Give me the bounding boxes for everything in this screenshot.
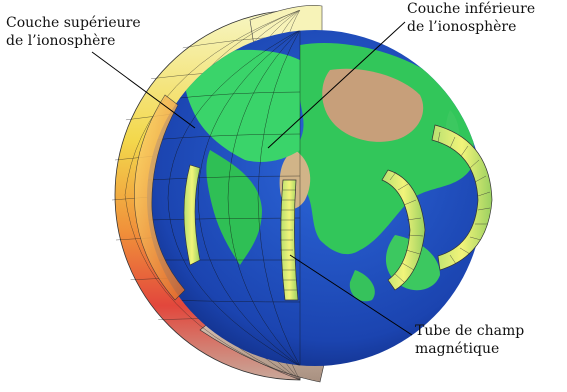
flux-tube-center: [280, 179, 299, 301]
lower-layer-label-line2: de l’ionosphère: [407, 19, 517, 35]
earth-globe: [147, 30, 483, 366]
flux-tube-outer: [431, 124, 493, 271]
lower-layer-label-line1: Couche inférieure: [407, 1, 536, 17]
leader-lower-layer: [267, 21, 406, 149]
upper-layer-label-line1: Couche supérieure: [6, 15, 141, 31]
leader-flux-tube: [289, 254, 413, 336]
flux-tube-left: [183, 164, 201, 266]
upper-layer-label: Couche supérieure de l’ionosphère: [6, 14, 141, 50]
flux-tube-label-line1: Tube de champ: [415, 323, 525, 339]
lower-layer-label: Couche inférieure de l’ionosphère: [407, 0, 535, 36]
flux-tube-right: [381, 169, 426, 291]
flux-tube-label: Tube de champ magnétique: [415, 322, 524, 358]
leader-lines: [91, 21, 413, 336]
upper-layer-label-line2: de l’ionosphère: [6, 33, 116, 49]
leader-upper-layer: [91, 51, 196, 129]
lower-ionosphere-shell: [134, 94, 186, 301]
flux-tubes: [183, 124, 493, 301]
flux-tube-label-line2: magnétique: [415, 341, 500, 357]
